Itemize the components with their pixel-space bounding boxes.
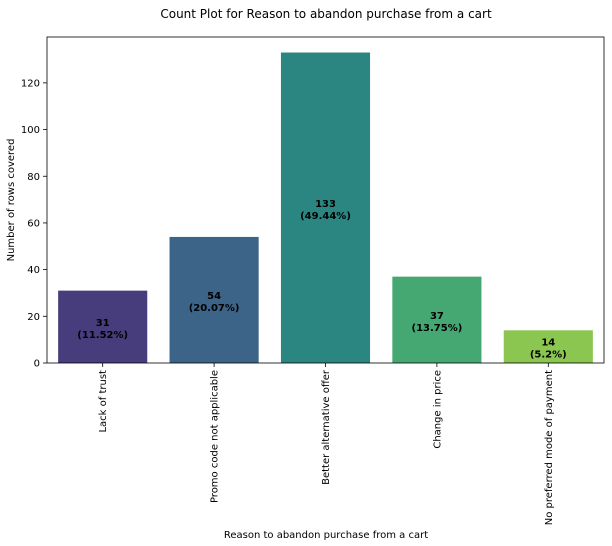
y-tick-label-6: 120 [21,78,40,89]
bar-percent-label-0: (11.52%) [77,330,128,341]
bar-value-label-3: 37 [430,311,444,322]
x-axis: Lack of trust Promo code not applicable Be… [98,363,555,525]
bar-percent-label-4: (5.2%) [530,350,567,361]
y-axis-label: Number of rows covered [6,139,17,262]
y-tick-label-4: 80 [27,172,40,183]
bar-value-label-2: 133 [315,199,336,210]
bar-percent-label-2: (49.44%) [300,211,351,222]
y-tick-label-1: 20 [27,312,40,323]
chart-title: Count Plot for Reason to abandon purchas… [160,7,492,21]
x-tick-label-1: Promo code not applicable [210,370,221,503]
x-tick-label-2: Better alternative offer [321,369,332,485]
bar-3 [392,276,482,363]
bars-group [58,52,593,364]
y-axis: 0 20 40 60 80 100 120 [21,78,47,370]
data-labels-group: 31(11.52%) 54(20.07%) 133(49.44%) 37(13.75%… [77,199,566,361]
y-tick-label-0: 0 [34,359,40,370]
plot-frame [46,36,605,364]
x-tick-label-0: Lack of trust [98,370,109,433]
bar-0 [58,290,148,363]
bar-percent-label-1: (20.07%) [189,303,240,314]
x-tick-label-3: Change in price [432,370,443,449]
y-tick-label-3: 60 [27,218,40,229]
bar-value-label-1: 54 [207,291,221,302]
bar-value-label-0: 31 [96,318,110,329]
bar-4 [503,330,593,363]
x-axis-label: Reason to abandon purchase from a cart [224,530,428,541]
bar-2 [280,52,371,364]
x-tick-label-4: No preferred mode of payment [544,370,555,525]
bar-value-label-4: 14 [541,338,555,349]
y-tick-label-5: 100 [21,125,40,136]
bar-1 [169,236,259,363]
y-tick-label-2: 40 [27,265,40,276]
bar-percent-label-3: (13.75%) [412,323,463,334]
